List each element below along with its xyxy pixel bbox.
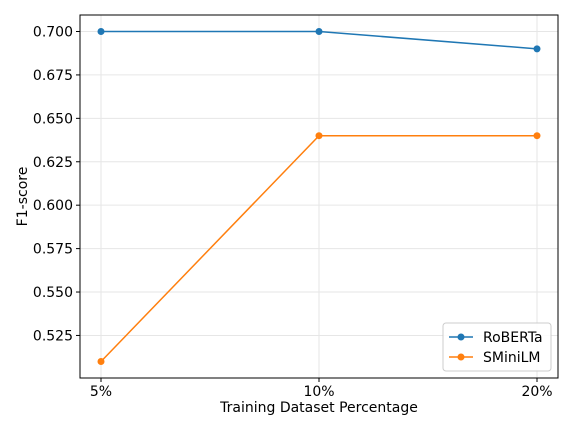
legend-marker <box>457 353 465 361</box>
data-point-roberta <box>533 45 541 53</box>
x-tick-label: 20% <box>521 384 552 400</box>
x-tick-label: 5% <box>90 384 112 400</box>
y-tick-label: 0.675 <box>33 68 73 84</box>
x-tick-label: 10% <box>303 384 334 400</box>
x-axis: 5% 10% 20% <box>90 378 553 400</box>
y-tick-label: 0.525 <box>33 328 73 344</box>
legend-label: RoBERTa <box>483 330 543 346</box>
y-axis-label: F1-score <box>15 167 31 227</box>
data-point-sminilm <box>97 358 105 365</box>
x-axis-label: Training Dataset Percentage <box>219 400 418 416</box>
legend-box <box>442 322 552 372</box>
series-layer <box>97 28 541 365</box>
y-tick-label: 0.575 <box>33 242 73 258</box>
legend: RoBERTa SMiniLM <box>442 322 552 372</box>
y-tick-label: 0.625 <box>33 155 73 171</box>
y-tick-label: 0.600 <box>33 198 73 214</box>
legend-marker <box>457 333 465 341</box>
data-point-sminilm <box>315 132 323 140</box>
y-tick-label: 0.550 <box>33 285 73 301</box>
y-tick-label: 0.650 <box>33 111 73 127</box>
y-tick-label: 0.700 <box>33 25 73 41</box>
data-point-roberta <box>97 28 105 35</box>
data-point-sminilm <box>533 132 541 140</box>
legend-label: SMiniLM <box>483 350 541 366</box>
data-point-roberta <box>315 28 323 35</box>
y-axis: 0.525 0.550 0.575 0.600 0.625 0.650 0.675 0.700 <box>33 25 80 344</box>
